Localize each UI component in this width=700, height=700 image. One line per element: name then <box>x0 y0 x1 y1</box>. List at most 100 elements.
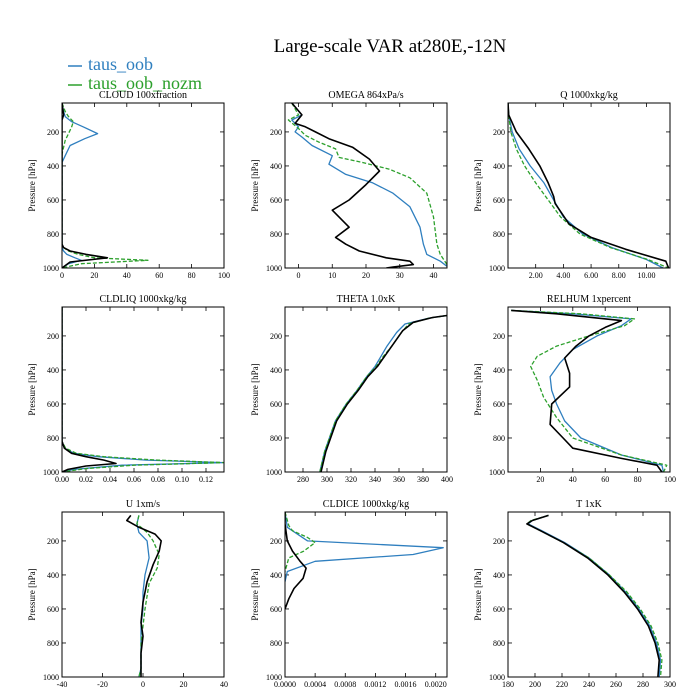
y-tick-label: 800 <box>47 434 59 443</box>
x-tick-label: 20 <box>90 271 98 280</box>
x-tick-label: 280 <box>297 475 309 484</box>
y-axis-label: Pressure [hPa] <box>473 568 483 620</box>
x-tick-label: 220 <box>556 680 568 689</box>
plot-frame <box>284 102 448 269</box>
x-tick-label: 2.00 <box>529 271 543 280</box>
x-tick-label: 10 <box>328 271 336 280</box>
y-tick-label: 400 <box>270 366 282 375</box>
series-line-1 <box>508 103 664 268</box>
plot-frame <box>61 511 225 678</box>
series-line-1 <box>62 103 99 268</box>
x-tick-label: 6.00 <box>584 271 598 280</box>
y-tick-label: 200 <box>47 128 59 137</box>
panel-title: Q 1000xkg/kg <box>560 90 618 101</box>
plot-frame <box>507 306 671 473</box>
panel-title: THETA 1.0xK <box>337 294 396 305</box>
series-line-1 <box>62 307 224 472</box>
y-axis-label: Pressure [hPa] <box>473 159 483 211</box>
series-line-3 <box>526 514 661 677</box>
y-tick-label: 400 <box>47 162 59 171</box>
x-tick-label: 20 <box>362 271 370 280</box>
x-tick-label: 10.00 <box>637 271 655 280</box>
figure-title: Large-scale VAR at280E,-12N <box>274 36 507 57</box>
x-tick-label: 100 <box>218 271 230 280</box>
y-tick-label: 1000 <box>266 673 282 682</box>
x-tick-label: 40 <box>220 680 228 689</box>
series-line-1 <box>285 512 444 582</box>
series-line-2 <box>526 514 663 677</box>
panel-2: Q 1000xkg/kg Pressure [hPa] 200 400 600 800 10… <box>473 90 671 280</box>
x-tick-label: 8.00 <box>612 271 626 280</box>
x-tick-label: 100 <box>664 475 676 484</box>
y-tick-label: 200 <box>270 537 282 546</box>
y-tick-label: 200 <box>270 332 282 341</box>
x-tick-label: 0.06 <box>127 475 141 484</box>
y-tick-label: 800 <box>493 434 505 443</box>
x-tick-label: 4.00 <box>556 271 570 280</box>
panel-4: THETA 1.0xK Pressure [hPa] 200 400 600 800 100… <box>250 294 453 484</box>
panel-7: CLDICE 1000xkg/kg Pressure [hPa] 200 400 600… <box>250 499 448 689</box>
x-tick-label: 60 <box>601 475 609 484</box>
y-tick-label: 1000 <box>489 673 505 682</box>
x-tick-label: -40 <box>57 680 68 689</box>
x-tick-label: 360 <box>393 475 405 484</box>
panel-3: CLDLIQ 1000xkg/kg Pressure [hPa] 200 400 600… <box>27 294 225 484</box>
series-line-1 <box>319 314 447 472</box>
y-tick-label: 400 <box>47 366 59 375</box>
y-tick-label: 800 <box>47 639 59 648</box>
y-tick-label: 800 <box>493 230 505 239</box>
panel-title: T 1xK <box>576 499 602 510</box>
series-line-2 <box>62 307 224 472</box>
series-line-1 <box>511 309 665 472</box>
series-line-2 <box>287 103 447 265</box>
panel-5: RELHUM 1xpercent Pressure [hPa] 200 400 600 8… <box>473 294 676 484</box>
legend-label-taus-oob: taus_oob <box>88 54 153 74</box>
x-tick-label: 40 <box>569 475 577 484</box>
y-tick-label: 800 <box>493 639 505 648</box>
panel-title: RELHUM 1xpercent <box>547 294 631 305</box>
plot-frame <box>61 102 225 269</box>
y-tick-label: 200 <box>493 537 505 546</box>
x-tick-label: 320 <box>345 475 357 484</box>
y-tick-label: 600 <box>270 605 282 614</box>
series-line-2 <box>319 314 447 472</box>
y-axis-label: Pressure [hPa] <box>250 159 260 211</box>
x-tick-label: 200 <box>529 680 541 689</box>
series-line-1 <box>291 103 447 267</box>
x-tick-label: 0.08 <box>151 475 165 484</box>
x-tick-label: 340 <box>369 475 381 484</box>
x-tick-label: -20 <box>97 680 108 689</box>
x-tick-label: 0.0020 <box>425 680 447 689</box>
x-tick-label: 40 <box>430 271 438 280</box>
x-tick-label: 0.12 <box>199 475 213 484</box>
x-tick-label: 0 <box>141 680 145 689</box>
series-line-2 <box>136 515 160 677</box>
x-tick-label: 0 <box>297 271 301 280</box>
y-tick-label: 800 <box>47 230 59 239</box>
y-tick-label: 600 <box>270 400 282 409</box>
y-tick-label: 800 <box>270 639 282 648</box>
y-tick-label: 400 <box>270 571 282 580</box>
x-tick-label: 60 <box>155 271 163 280</box>
x-tick-label: 260 <box>610 680 622 689</box>
series-line-2 <box>62 103 149 268</box>
y-tick-label: 1000 <box>489 264 505 273</box>
x-tick-label: 0.0012 <box>364 680 386 689</box>
y-tick-label: 1000 <box>266 264 282 273</box>
series-line-3 <box>62 307 117 472</box>
y-tick-label: 600 <box>493 605 505 614</box>
series-line-1 <box>527 514 662 677</box>
y-tick-label: 800 <box>270 230 282 239</box>
x-tick-label: 280 <box>637 680 649 689</box>
y-axis-label: Pressure [hPa] <box>27 159 37 211</box>
x-tick-label: 0.04 <box>103 475 117 484</box>
y-tick-label: 600 <box>493 196 505 205</box>
series-line-3 <box>285 512 307 610</box>
panel-title: CLDLIQ 1000xkg/kg <box>100 294 187 305</box>
x-tick-label: 0.10 <box>175 475 189 484</box>
x-tick-label: 0.02 <box>79 475 93 484</box>
series-line-3 <box>508 103 670 268</box>
